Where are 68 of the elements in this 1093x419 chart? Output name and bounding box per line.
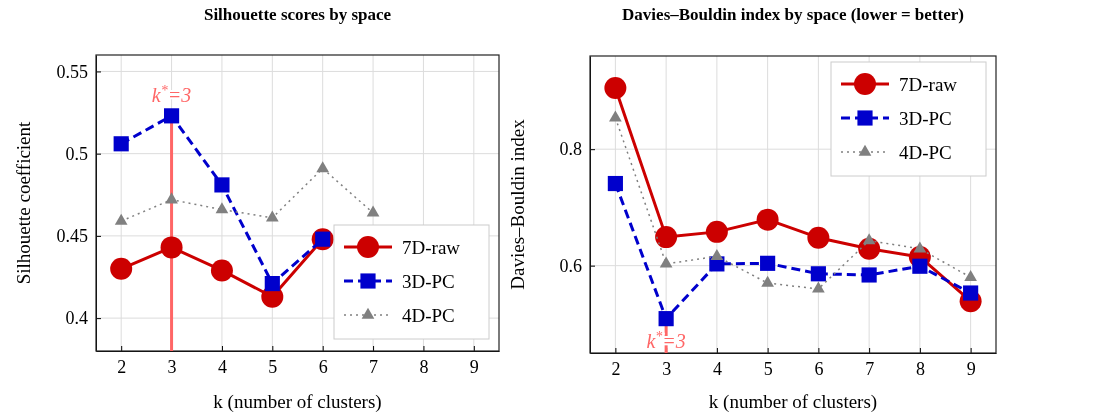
legend-label: 7D-raw — [402, 236, 461, 258]
x-tick-label: 9 — [966, 358, 976, 379]
x-tick-label: 2 — [117, 356, 127, 377]
y-axis-title: Davies–Bouldin index — [507, 118, 528, 290]
point — [316, 161, 330, 173]
point — [114, 213, 128, 225]
point — [760, 255, 776, 271]
point — [604, 77, 627, 100]
point — [658, 311, 674, 327]
point — [607, 175, 623, 192]
y-tick-label: 0.4 — [65, 308, 88, 329]
point — [655, 226, 678, 249]
point — [913, 241, 927, 253]
x-tick-label: 4 — [712, 358, 722, 379]
x-tick-label: 2 — [611, 358, 621, 379]
point — [964, 269, 977, 281]
point — [862, 233, 876, 245]
point — [210, 259, 233, 282]
point — [810, 266, 826, 282]
y-tick-label: 0.45 — [56, 226, 88, 247]
y-tick-label: 0.6 — [559, 255, 582, 276]
point — [812, 281, 825, 293]
point — [609, 110, 622, 122]
point — [861, 267, 877, 283]
point — [165, 192, 178, 204]
point — [761, 275, 774, 287]
point — [160, 236, 183, 259]
x-tick-label: 8 — [419, 356, 429, 377]
x-tick-label: 5 — [268, 356, 278, 377]
legend-label: 3D-PC — [402, 270, 455, 292]
x-tick-label: 3 — [662, 358, 672, 379]
point — [912, 258, 928, 274]
point — [659, 256, 673, 268]
point — [366, 205, 380, 217]
x-tick-label: 7 — [865, 358, 875, 379]
y-tick-label: 0.8 — [559, 139, 582, 160]
x-tick-label: 3 — [167, 356, 177, 377]
point — [963, 285, 979, 301]
legend-label: 4D-PC — [402, 304, 455, 326]
point — [264, 275, 280, 292]
point — [807, 226, 830, 249]
point — [214, 177, 230, 193]
x-tick-label: 8 — [915, 358, 925, 379]
x-tick-label: 6 — [814, 358, 824, 379]
point — [710, 248, 724, 260]
chart-title: Silhouette scores by space — [203, 5, 392, 24]
point — [756, 208, 779, 231]
point — [163, 108, 180, 124]
x-tick-label: 9 — [469, 356, 479, 377]
point — [265, 210, 279, 222]
x-tick-label: 5 — [763, 358, 773, 379]
point — [110, 257, 133, 280]
x-tick-label: 4 — [217, 356, 227, 377]
point — [113, 136, 129, 152]
x-tick-label: 6 — [318, 356, 328, 377]
x-tick-label: 7 — [369, 356, 379, 377]
x-axis-title: k (number of clusters) — [213, 391, 382, 413]
legend-label: 7D-raw — [899, 73, 958, 95]
chart-title: Davies–Bouldin index by space (lower = better) — [622, 5, 964, 24]
point — [705, 220, 728, 243]
y-axis-title: Silhouette coefficient — [13, 120, 34, 285]
x-axis-title: k (number of clusters) — [708, 391, 878, 413]
y-tick-label: 0.55 — [56, 61, 88, 82]
legend-label: 3D-PC — [899, 107, 952, 129]
legend-label: 4D-PC — [899, 141, 952, 163]
ref-line-label: k$^{*}$=3 — [151, 82, 192, 106]
y-tick-label: 0.5 — [65, 143, 88, 164]
point — [215, 202, 229, 214]
